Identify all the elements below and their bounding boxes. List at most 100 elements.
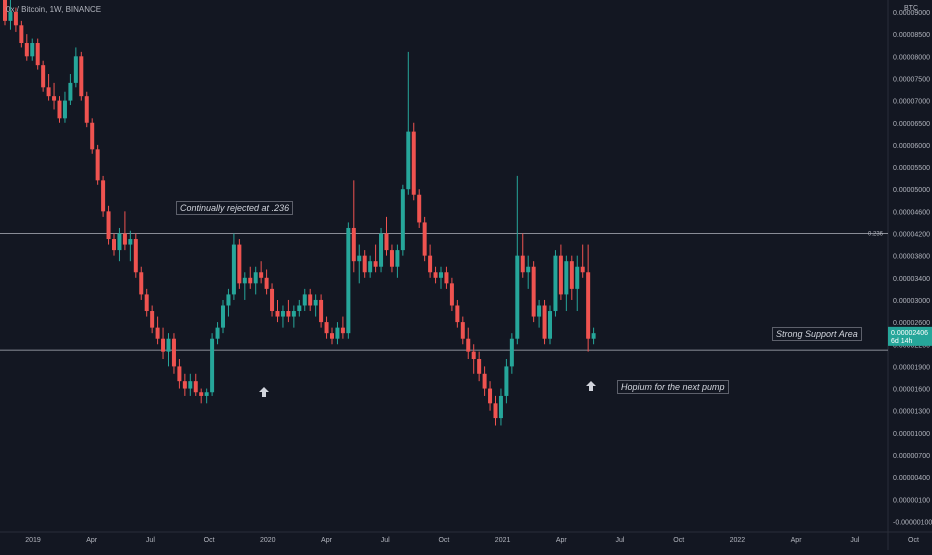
y-tick-label: 0.00008000: [893, 54, 930, 61]
y-tick-label: 0.00004200: [893, 232, 930, 239]
candle-body: [177, 366, 182, 382]
candle-body: [35, 43, 40, 66]
candle-body: [428, 255, 433, 273]
candle-body: [379, 233, 384, 267]
candle-body: [8, 12, 13, 21]
candle-body: [259, 272, 264, 278]
candle-body: [439, 272, 443, 278]
candle-body: [90, 122, 95, 150]
candle-body: [193, 381, 198, 393]
annotation-support[interactable]: Strong Support Area: [772, 327, 862, 341]
x-tick-label: 2022: [730, 537, 746, 544]
candle-body: [362, 255, 367, 273]
x-tick-label: Oct: [438, 537, 449, 544]
x-tick-label: Oct: [908, 537, 919, 544]
candle-body: [155, 327, 160, 339]
candle-body: [351, 227, 356, 262]
candle-body: [542, 305, 547, 339]
x-tick-label: Apr: [321, 537, 333, 544]
candle-body: [460, 322, 465, 339]
candle-body: [275, 311, 280, 317]
candle-body: [515, 255, 520, 339]
candle-body: [30, 43, 35, 57]
candle-body: [477, 359, 482, 374]
candle-body: [204, 392, 209, 396]
candle-body: [411, 131, 416, 195]
x-tick-label: Jul: [381, 537, 390, 544]
y-tick-label: 0.00003000: [893, 298, 930, 305]
x-tick-label: Oct: [204, 537, 215, 544]
candle-body: [340, 327, 345, 334]
candle-body: [182, 381, 187, 389]
candle-body: [84, 96, 89, 123]
candle-body: [384, 233, 389, 251]
x-tick-label: Jul: [850, 537, 859, 544]
candle-body: [41, 65, 46, 88]
candle-body: [569, 261, 574, 289]
candle-body: [226, 294, 231, 306]
x-tick-label: Oct: [673, 537, 684, 544]
candle-body: [264, 277, 269, 289]
candle-body: [242, 277, 247, 284]
candle-body: [291, 311, 296, 317]
y-tick-label: 0.00001900: [893, 364, 930, 371]
y-tick-label: 0.00002600: [893, 320, 930, 327]
current-price-value: 0.00002406: [891, 330, 928, 337]
candle-body: [509, 338, 514, 367]
current-price-countdown: 6d 14h: [891, 338, 913, 345]
candle-body: [400, 189, 405, 251]
candle-body: [3, 0, 7, 21]
candle-body: [73, 56, 78, 83]
annotation-rejected[interactable]: Continually rejected at .236: [176, 201, 294, 215]
candle-body: [575, 266, 580, 289]
candle-body: [493, 403, 498, 419]
y-tick-label: -0.00000100: [893, 519, 932, 526]
candle-body: [471, 351, 476, 360]
candle-body: [128, 239, 133, 245]
candle-body: [417, 194, 422, 223]
candle-body: [389, 250, 394, 267]
candle-body: [24, 43, 29, 57]
y-tick-label: 0.00000100: [893, 497, 930, 504]
candle-body: [280, 311, 285, 317]
candle-body: [406, 131, 411, 190]
candle-body: [455, 305, 460, 323]
candle-body: [199, 392, 204, 396]
y-tick-label: 0.00006500: [893, 121, 930, 128]
x-tick-label: Apr: [791, 537, 803, 544]
candle-body: [433, 272, 438, 278]
candle-body: [248, 277, 253, 284]
candle-body: [139, 272, 144, 295]
candle-body: [553, 255, 558, 312]
candle-body: [62, 100, 67, 119]
candle-body: [346, 227, 351, 334]
candle-body: [531, 266, 536, 317]
candle-body: [286, 311, 291, 317]
candle-body: [548, 311, 552, 339]
candle-body: [537, 305, 542, 317]
current-price-tag: [888, 326, 932, 346]
candle-body: [122, 233, 127, 245]
candle-body: [150, 311, 155, 328]
candle-body: [558, 255, 563, 295]
candle-body: [101, 180, 106, 212]
annotation-hopium[interactable]: Hopium for the next pump: [617, 380, 729, 394]
candle-body: [19, 25, 24, 44]
y-tick-label: 0.00000700: [893, 453, 930, 460]
candle-body: [171, 338, 176, 367]
x-tick-label: Apr: [556, 537, 568, 544]
candle-body: [580, 266, 585, 273]
candle-body: [231, 244, 236, 295]
x-tick-label: 2020: [260, 537, 276, 544]
candle-body: [313, 299, 318, 306]
candle-body: [395, 250, 400, 267]
y-tick-label: 0.00001300: [893, 409, 930, 416]
arrow-up-icon: [259, 387, 269, 397]
candle-body: [526, 266, 531, 273]
candle-body: [504, 366, 509, 396]
candle-body: [586, 272, 591, 339]
candle-body: [357, 255, 362, 262]
candle-body: [308, 294, 313, 306]
